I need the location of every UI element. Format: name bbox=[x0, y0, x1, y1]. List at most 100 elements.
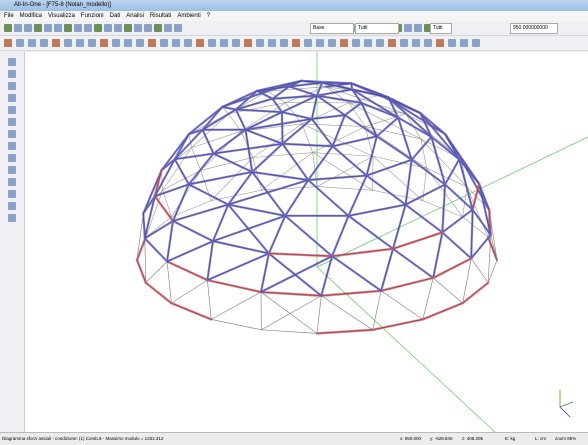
tool-button[interactable] bbox=[8, 106, 16, 114]
tool-button[interactable] bbox=[472, 39, 480, 47]
tool-button[interactable] bbox=[424, 39, 432, 47]
member-edge bbox=[261, 256, 332, 292]
tool-button[interactable] bbox=[340, 39, 348, 47]
tool-button[interactable] bbox=[74, 24, 82, 32]
tool-button[interactable] bbox=[232, 39, 240, 47]
tool-button[interactable] bbox=[154, 24, 162, 32]
tool-button[interactable] bbox=[414, 24, 422, 32]
tool-button[interactable] bbox=[144, 24, 152, 32]
member bbox=[211, 319, 261, 329]
tool-button[interactable] bbox=[164, 24, 172, 32]
tool-button[interactable] bbox=[114, 24, 122, 32]
tool-button[interactable] bbox=[256, 39, 264, 47]
menu-item[interactable]: Visualizza bbox=[48, 11, 75, 21]
tool-button[interactable] bbox=[8, 166, 16, 174]
tool-button[interactable] bbox=[184, 39, 192, 47]
dropdown[interactable]: 950.000000000 bbox=[510, 23, 558, 34]
menu-item[interactable]: File bbox=[4, 11, 14, 21]
tool-button[interactable] bbox=[268, 39, 276, 47]
tool-button[interactable] bbox=[404, 24, 412, 32]
toolbar bbox=[0, 36, 588, 51]
tool-button[interactable] bbox=[100, 39, 108, 47]
tool-button[interactable] bbox=[64, 24, 72, 32]
menu-item[interactable]: Modifica bbox=[20, 11, 42, 21]
status-bar: Diagramma sforzi assiali - condizione: (… bbox=[0, 432, 588, 445]
tool-button[interactable] bbox=[316, 39, 324, 47]
tool-button[interactable] bbox=[436, 39, 444, 47]
tool-button[interactable] bbox=[8, 178, 16, 186]
tool-button[interactable] bbox=[8, 190, 16, 198]
triad bbox=[560, 402, 573, 407]
menu-item[interactable]: Funzioni bbox=[81, 11, 104, 21]
tool-button[interactable] bbox=[460, 39, 468, 47]
tool-button[interactable] bbox=[448, 39, 456, 47]
tool-button[interactable] bbox=[174, 24, 182, 32]
tool-button[interactable] bbox=[44, 24, 52, 32]
tool-button[interactable] bbox=[88, 39, 96, 47]
dropdown[interactable]: Tutti bbox=[355, 23, 399, 34]
tool-button[interactable] bbox=[8, 142, 16, 150]
tool-button[interactable] bbox=[84, 24, 92, 32]
menu-item[interactable]: Ambienti bbox=[177, 11, 200, 21]
tool-button[interactable] bbox=[8, 58, 16, 66]
tool-button[interactable] bbox=[24, 24, 32, 32]
tool-button[interactable] bbox=[304, 39, 312, 47]
tool-button[interactable] bbox=[28, 39, 36, 47]
tool-button[interactable] bbox=[376, 39, 384, 47]
tool-button[interactable] bbox=[54, 24, 62, 32]
tool-button[interactable] bbox=[400, 39, 408, 47]
tool-button[interactable] bbox=[412, 39, 420, 47]
menu-item[interactable]: Analisi bbox=[126, 11, 144, 21]
tool-button[interactable] bbox=[292, 39, 300, 47]
member bbox=[381, 291, 423, 320]
tool-button[interactable] bbox=[244, 39, 252, 47]
tool-button[interactable] bbox=[40, 39, 48, 47]
tool-button[interactable] bbox=[388, 39, 396, 47]
tool-button[interactable] bbox=[328, 39, 336, 47]
tool-button[interactable] bbox=[4, 39, 12, 47]
dropdown[interactable]: Tutti bbox=[430, 23, 452, 34]
tool-button[interactable] bbox=[94, 24, 102, 32]
tool-button[interactable] bbox=[52, 39, 60, 47]
tool-button[interactable] bbox=[208, 39, 216, 47]
tool-button[interactable] bbox=[8, 214, 16, 222]
tool-button[interactable] bbox=[280, 39, 288, 47]
tool-button[interactable] bbox=[8, 82, 16, 90]
tool-button[interactable] bbox=[220, 39, 228, 47]
menu-item[interactable]: Dati bbox=[110, 11, 121, 21]
tool-button[interactable] bbox=[352, 39, 360, 47]
tool-button[interactable] bbox=[8, 130, 16, 138]
tool-button[interactable] bbox=[148, 39, 156, 47]
tool-button[interactable] bbox=[8, 118, 16, 126]
member-edge bbox=[246, 130, 253, 172]
tool-button[interactable] bbox=[16, 39, 24, 47]
tool-button[interactable] bbox=[8, 70, 16, 78]
tool-button[interactable] bbox=[172, 39, 180, 47]
tool-button[interactable] bbox=[104, 24, 112, 32]
tool-button[interactable] bbox=[8, 94, 16, 102]
dropdown[interactable]: Base bbox=[310, 23, 354, 34]
member-edge bbox=[171, 303, 211, 319]
tool-button[interactable] bbox=[14, 24, 22, 32]
menu-item[interactable]: Risultati bbox=[150, 11, 171, 21]
tool-button[interactable] bbox=[34, 24, 42, 32]
tool-button[interactable] bbox=[364, 39, 372, 47]
tool-button[interactable] bbox=[134, 24, 142, 32]
member-edge bbox=[261, 253, 269, 292]
member-edge bbox=[317, 89, 352, 95]
tool-button[interactable] bbox=[8, 202, 16, 210]
tool-button[interactable] bbox=[196, 39, 204, 47]
menu-item[interactable]: ? bbox=[207, 11, 210, 21]
status-field: x: 950.000 bbox=[400, 433, 421, 445]
tool-button[interactable] bbox=[112, 39, 120, 47]
tool-button[interactable] bbox=[4, 24, 12, 32]
member bbox=[261, 330, 317, 334]
tool-button[interactable] bbox=[160, 39, 168, 47]
tool-button[interactable] bbox=[8, 154, 16, 162]
tool-button[interactable] bbox=[124, 39, 132, 47]
tool-button[interactable] bbox=[124, 24, 132, 32]
tool-button[interactable] bbox=[136, 39, 144, 47]
tool-button[interactable] bbox=[76, 39, 84, 47]
tool-button[interactable] bbox=[64, 39, 72, 47]
